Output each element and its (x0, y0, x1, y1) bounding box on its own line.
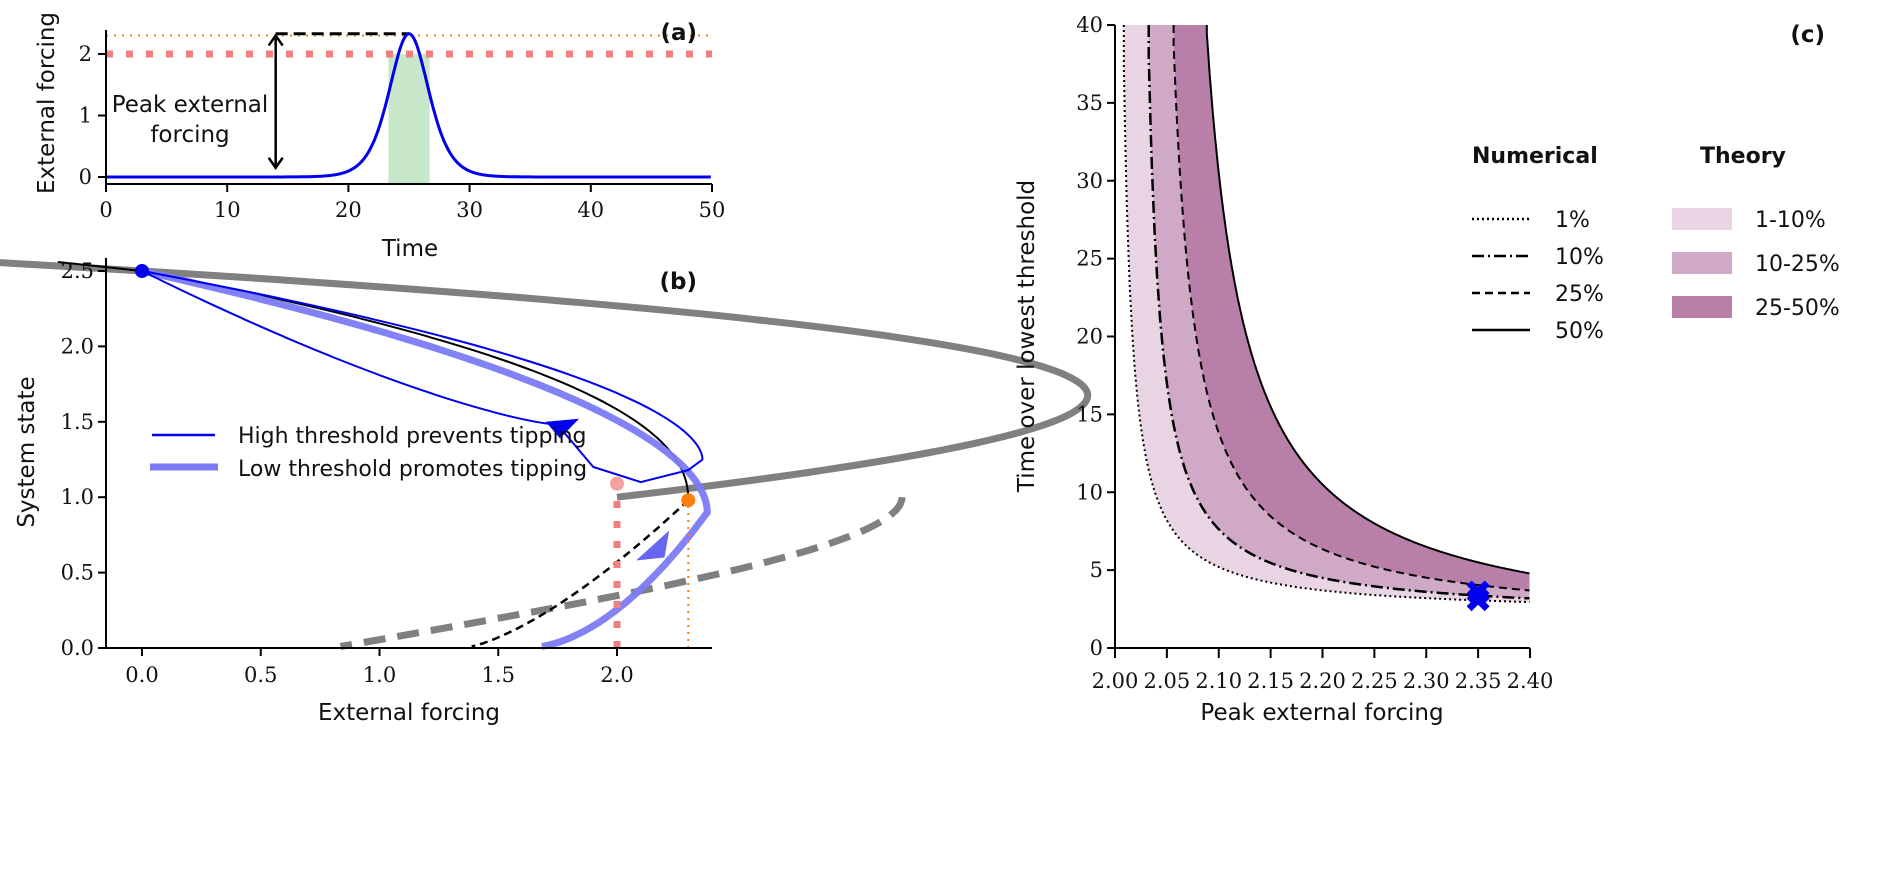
legend-label: 25-50% (1755, 296, 1840, 321)
y-tick-label: 0.0 (61, 636, 94, 660)
unstable-branch-high (471, 499, 690, 648)
x-tick-label: 2.15 (1247, 669, 1294, 693)
x-tick-label: 2.00 (1092, 669, 1139, 693)
y-tick-label: 0 (79, 165, 92, 189)
unstable-branch-low (339, 496, 906, 650)
x-tick-label: 2.0 (600, 663, 633, 687)
marker-low-fold (610, 476, 624, 491)
x-tick-label: 2.40 (1507, 669, 1554, 693)
x-tick-label: 2.10 (1195, 669, 1242, 693)
legend-numerical: Numerical 1% 10% 25% 50% (1472, 144, 1604, 344)
y-tick-label: 2.5 (61, 259, 94, 283)
x-tick-label: 10 (214, 198, 241, 222)
legend-label: 50% (1555, 319, 1604, 344)
stable-branch-low (0, 259, 1092, 501)
arrow-head-down (267, 157, 284, 170)
y-tick-label: 20 (1076, 325, 1103, 349)
x-tick-label: 1.0 (363, 663, 396, 687)
x-axis-label: External forcing (318, 700, 500, 726)
annotation-line2: forcing (150, 122, 229, 148)
x-tick-label: 0 (99, 198, 112, 222)
y-tick-label: 1 (79, 104, 92, 128)
y-axis-label: System state (14, 376, 40, 527)
x-tick-label: 2.25 (1351, 669, 1398, 693)
marker-high-fold (681, 493, 696, 508)
x-tick-label: 2.30 (1403, 669, 1450, 693)
x-axis-label: Time (381, 236, 438, 262)
y-tick-label: 0 (1090, 636, 1103, 660)
y-axis-label: External forcing (34, 12, 60, 194)
legend-label-low: Low threshold promotes tipping (238, 457, 587, 482)
x-tick-label: 40 (577, 198, 604, 222)
legend-b: High threshold prevents tipping Low thres… (150, 424, 587, 482)
panel-label: (b) (660, 269, 698, 295)
legend-label: 10-25% (1755, 252, 1840, 277)
annotation-line1: Peak external (112, 92, 269, 118)
legend-label: 1% (1555, 208, 1590, 233)
legend-label: 1-10% (1755, 208, 1826, 233)
y-tick-label: 25 (1076, 247, 1103, 271)
x-tick-label: 0.0 (125, 663, 158, 687)
y-tick-label: 30 (1076, 169, 1103, 193)
x-tick-label: 2.35 (1455, 669, 1502, 693)
trajectory-arrow-down (636, 530, 670, 561)
x-marker (1466, 588, 1490, 612)
panel-a: Peak external forcing 0 10 20 30 40 50 0 1 2 Time Ex… (34, 12, 725, 262)
y-tick-label: 2.0 (61, 334, 94, 358)
y-tick-label: 15 (1076, 402, 1103, 426)
x-tick-label: 2.20 (1299, 669, 1346, 693)
legend-swatch (1672, 296, 1732, 318)
x-tick-label: 2.05 (1143, 669, 1190, 693)
panel-label: (c) (1790, 22, 1825, 48)
panel-label: (a) (660, 20, 697, 46)
x-tick-label: 1.5 (482, 663, 515, 687)
y-tick-label: 0.5 (61, 561, 94, 585)
x-tick-label: 50 (699, 198, 726, 222)
y-tick-label: 5 (1090, 558, 1103, 582)
y-tick-label: 40 (1076, 13, 1103, 37)
low-threshold-trajectory (141, 267, 711, 650)
y-tick-label: 1.5 (61, 410, 94, 434)
y-tick-label: 2 (79, 42, 92, 66)
legend-swatch (1672, 252, 1732, 274)
legend-label: 10% (1555, 245, 1604, 270)
band-25-50 (1173, 25, 1530, 591)
high-threshold-trajectory (141, 270, 704, 484)
shaded-region (388, 54, 430, 184)
legend-numerical-title: Numerical (1472, 144, 1598, 169)
marker-start (135, 264, 149, 278)
curve-25pct (1172, 25, 1530, 592)
x-axis-label: Peak external forcing (1200, 700, 1443, 726)
x-tick-label: 30 (456, 198, 483, 222)
panel-b: 0.0 0.5 1.0 1.5 2.0 0.0 0.5 1.0 1.5 2.0 2.5 Externa… (0, 258, 1092, 726)
y-axis-label: Time over lowest threshold (1014, 180, 1040, 493)
curve-1pct (1122, 25, 1530, 603)
curve-50pct (1205, 25, 1530, 575)
legend-theory: Theory 1-10% 10-25% 25-50% (1672, 144, 1840, 321)
panel-c: 2.00 2.05 2.10 2.15 2.20 2.25 2.30 2.35 2.40 0 5 10… (1014, 13, 1840, 726)
legend-label-high: High threshold prevents tipping (238, 424, 587, 449)
y-tick-label: 35 (1076, 91, 1103, 115)
y-tick-label: 10 (1076, 480, 1103, 504)
x-tick-label: 0.5 (244, 663, 277, 687)
forcing-curve (106, 32, 711, 179)
trajectory-arrow-left (545, 418, 579, 439)
legend-swatch (1672, 208, 1732, 230)
y-tick-label: 1.0 (61, 485, 94, 509)
legend-label: 25% (1555, 282, 1604, 307)
x-tick-label: 20 (335, 198, 362, 222)
arrow-head-up (267, 33, 284, 47)
legend-theory-title: Theory (1700, 144, 1786, 169)
curve-10pct (1147, 25, 1530, 600)
